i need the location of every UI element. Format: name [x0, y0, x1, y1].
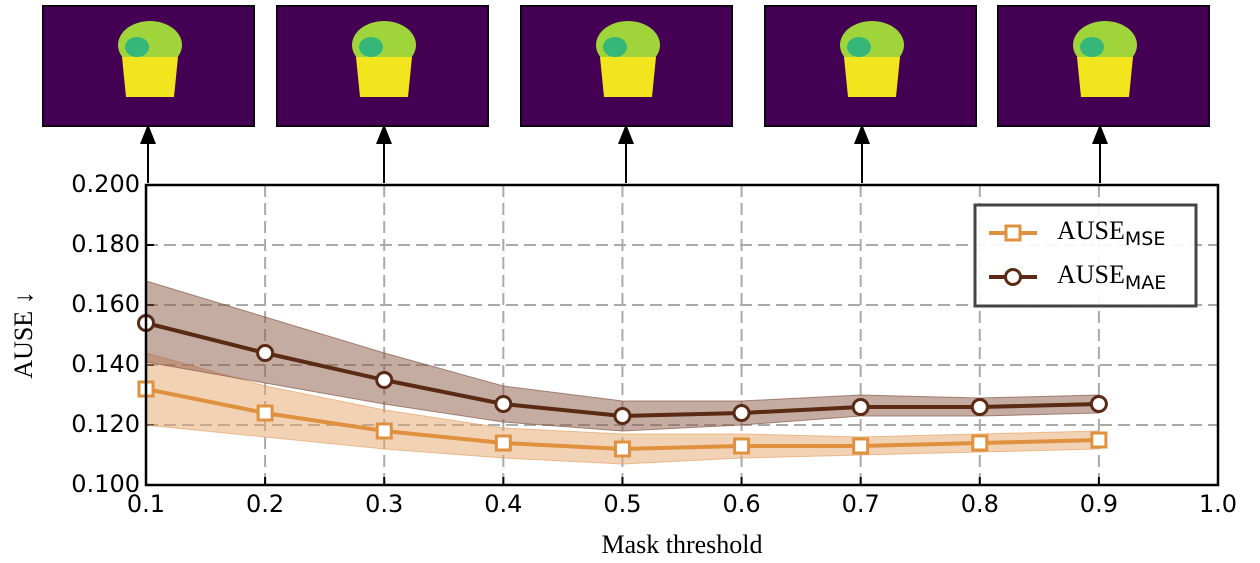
y-tick-label: 0.120 [71, 410, 140, 438]
legend-marker [1006, 226, 1020, 240]
x-tick-label: 0.8 [961, 490, 999, 518]
y-tick-label: 0.140 [71, 350, 140, 378]
legend-name: AUSE [1057, 260, 1125, 289]
marker [377, 424, 391, 438]
y-tick-label: 0.160 [71, 290, 140, 318]
marker [734, 406, 749, 421]
chart: Mask threshold AUSE ↓ 0.1000.1200.1400.1… [0, 0, 1260, 563]
legend-subscript: MSE [1125, 228, 1165, 250]
marker [973, 436, 987, 450]
marker [496, 397, 511, 412]
x-tick-label: 1.0 [1199, 490, 1237, 518]
x-tick-label: 0.1 [127, 490, 165, 518]
y-tick-label: 0.200 [71, 170, 140, 198]
thumbnail [997, 5, 1210, 127]
legend-marker [1006, 270, 1021, 285]
marker [735, 439, 749, 453]
marker [854, 439, 868, 453]
marker [972, 400, 987, 415]
x-tick-label: 0.6 [722, 490, 760, 518]
thumbnail [764, 5, 977, 127]
marker [1091, 397, 1106, 412]
y-tick-label: 0.180 [71, 230, 140, 258]
thumbnail [276, 5, 489, 127]
legend-name: AUSE [1057, 216, 1125, 245]
y-axis-label: AUSE ↓ [9, 291, 38, 378]
marker [258, 346, 273, 361]
x-tick-label: 0.5 [603, 490, 641, 518]
legend-subscript: MAE [1125, 272, 1166, 294]
marker [615, 409, 630, 424]
marker [615, 442, 629, 456]
marker [258, 406, 272, 420]
x-tick-label: 0.3 [365, 490, 403, 518]
thumbnail [520, 5, 733, 127]
x-tick-label: 0.2 [246, 490, 284, 518]
marker [1092, 433, 1106, 447]
marker [496, 436, 510, 450]
thumbnail [42, 5, 255, 127]
x-tick-label: 0.7 [842, 490, 880, 518]
x-tick-label: 0.4 [484, 490, 522, 518]
marker [853, 400, 868, 415]
thumbnails [42, 5, 1210, 183]
x-tick-label: 0.9 [1080, 490, 1118, 518]
marker [377, 373, 392, 388]
x-axis-label: Mask threshold [601, 530, 762, 559]
